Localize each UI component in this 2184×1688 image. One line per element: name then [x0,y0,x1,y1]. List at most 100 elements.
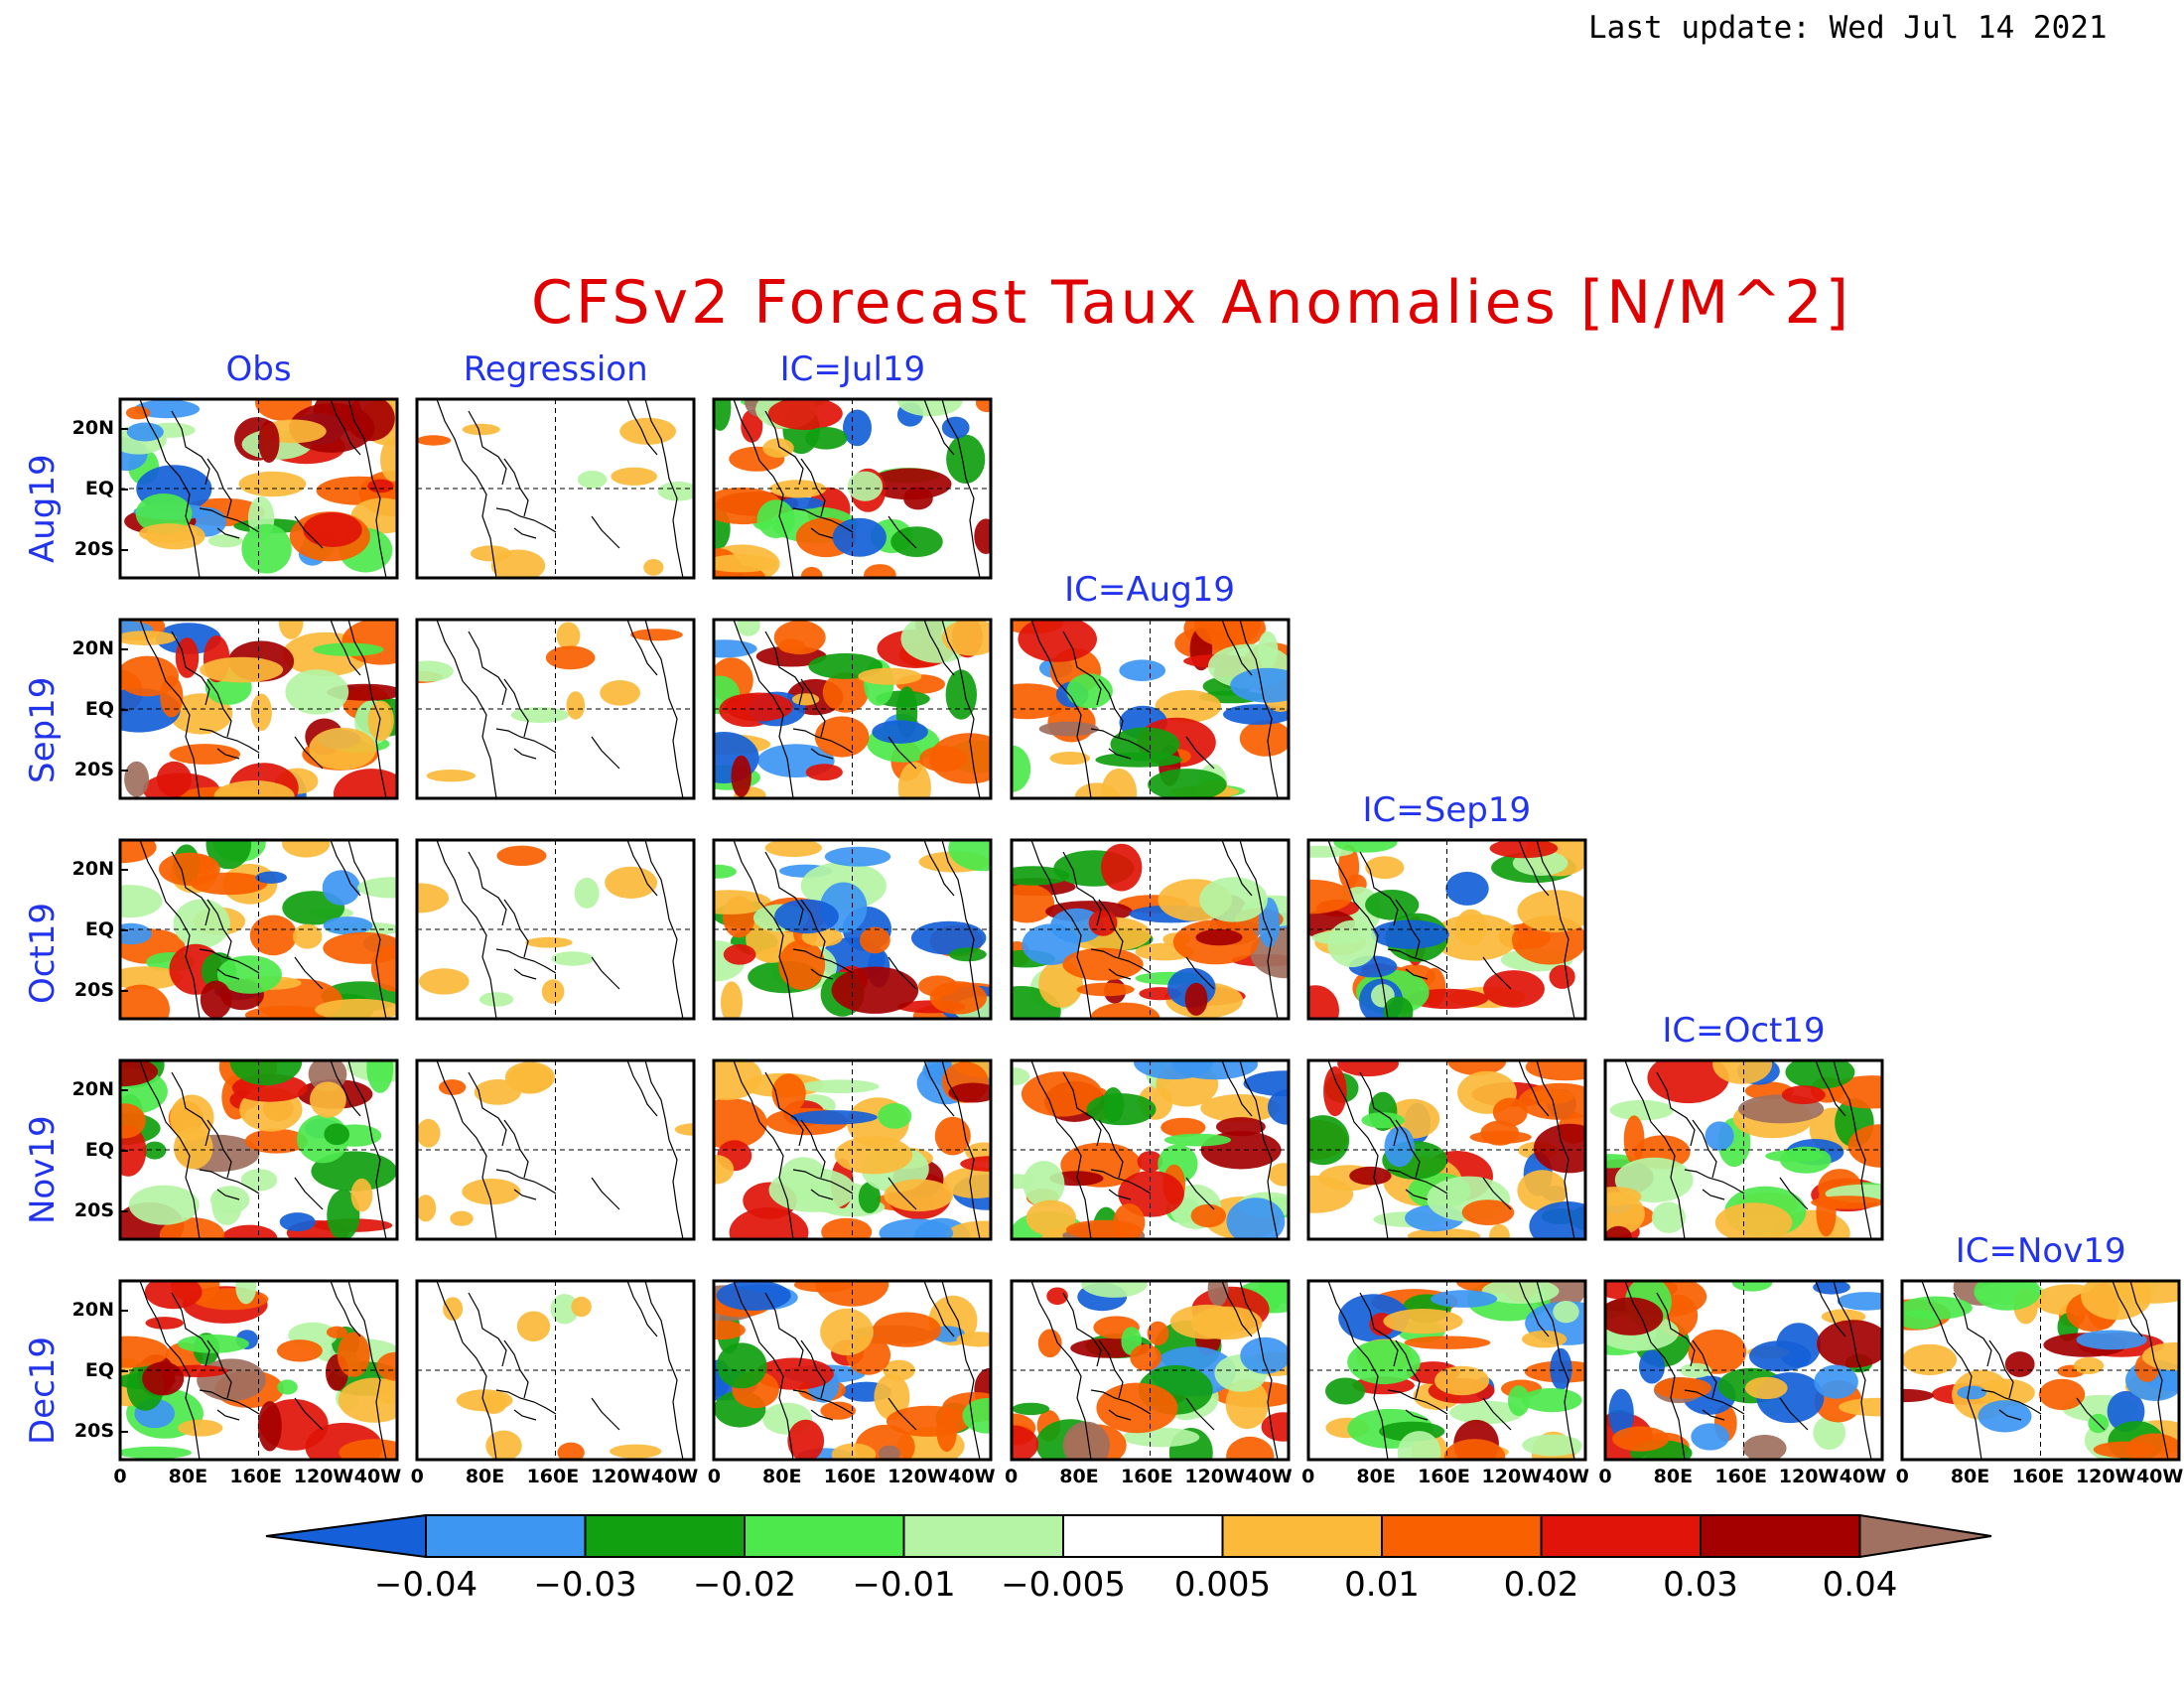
coastline [468,631,507,706]
anomaly-contour [1902,1296,1973,1320]
anomaly-contour [241,523,292,574]
latitude-tick-label: 20N [71,858,114,880]
coastline [1981,1389,2042,1415]
anomaly-contour [426,770,477,782]
longitude-tick-label: 0 [1895,1466,1909,1487]
anomaly-contour [417,1195,437,1222]
anomaly-contour [249,914,297,956]
anomaly-contour [1199,1094,1280,1123]
anomaly-contour [806,764,844,781]
anomaly-contour [762,438,795,458]
panel-frame [712,838,993,1021]
longitude-tick-label: 80E [1356,1466,1396,1487]
anomaly-contour [1062,1421,1110,1460]
anomaly-contour [884,1179,954,1212]
anomaly-contour [935,1116,972,1156]
colorbar-label: −0.03 [533,1565,637,1605]
anomaly-contour [1780,1146,1832,1174]
anomaly-contour [2038,1378,2086,1411]
panel-frame [1900,1279,2181,1462]
coastline [1624,1281,1686,1460]
anomaly-contour [1171,1060,1258,1080]
anomaly-contour [1404,1336,1491,1349]
anomaly-contour [820,1308,875,1355]
anomaly-contour [1011,1067,1029,1086]
coastline [216,527,240,539]
longitude-tick-label: 120W [590,1466,651,1487]
coastline [1359,1071,1399,1147]
anomaly-contour [1190,1203,1226,1228]
anomaly-contour [1902,1388,1935,1403]
anomaly-contour [139,523,198,543]
anomaly-contour [496,845,547,866]
anomaly-contour [1155,690,1221,723]
coastline [1185,956,1215,990]
coastline [1921,1281,1982,1460]
anomaly-contour [135,493,193,534]
coastline [1536,840,1575,1019]
anomaly-contour [292,923,323,949]
map-panel [712,618,993,800]
coastline [941,1281,981,1460]
anomaly-contour [142,1361,185,1396]
anomaly-contour [1654,1377,1712,1399]
anomaly-contour [462,1179,521,1205]
coastline [1359,851,1399,926]
coastline [733,1281,794,1460]
anomaly-contour [278,620,304,639]
anomaly-contour [1817,1320,1882,1368]
longitude-tick-label: 120W [1481,1466,1543,1487]
coastline [1030,1281,1092,1460]
coastline [139,1060,201,1239]
anomaly-contour [1074,782,1119,798]
anomaly-contour [1445,871,1489,906]
coastline [1405,1409,1428,1421]
coastline [1221,1060,1253,1117]
anomaly-contour [764,840,823,858]
anomaly-contour [1448,1400,1524,1425]
coastline [1518,840,1550,897]
anomaly-contour [1533,1123,1585,1174]
anomaly-contour [611,467,658,486]
coastline [199,1389,260,1415]
coastline [496,507,557,533]
coastline [887,736,917,770]
anomaly-contour [1609,1099,1674,1121]
anomaly-contour [1383,1309,1463,1335]
anomaly-contour [1095,1382,1177,1434]
anomaly-contour [277,1379,298,1395]
anomaly-contour [1215,1117,1266,1137]
anomaly-contour [801,566,824,578]
anomaly-contour [1194,928,1243,946]
anomaly-contour [474,1079,522,1105]
coastline [1185,1397,1215,1431]
anomaly-contour [756,499,796,539]
column-header: IC=Oct19 [1662,1011,1826,1051]
anomaly-contour [1011,745,1030,792]
anomaly-contour [717,1342,767,1389]
coastline [513,748,537,760]
coastline [644,840,684,1019]
longitude-tick-label: 40W [1245,1466,1293,1487]
coastline [1387,1169,1448,1195]
coastline [1482,1177,1512,1210]
anomaly-contour [216,955,282,994]
coastline [811,527,834,539]
panel-frame [415,1058,696,1241]
coastline [1030,1060,1092,1239]
anomaly-contour [1813,1416,1845,1450]
anomaly-contour [1094,752,1182,768]
coastline [1327,1060,1389,1239]
coastline [513,1409,537,1421]
longitude-tick-label: 120W [1778,1466,1840,1487]
latitude-tick-label: 20N [71,1299,114,1321]
coastline [216,748,240,760]
anomaly-contour [450,1210,474,1226]
coastline [1779,1177,1809,1210]
anomaly-contour [2081,1281,2152,1321]
anomaly-contour [1080,1281,1148,1298]
anomaly-contour [380,438,397,482]
anomaly-contour [1461,1199,1515,1225]
coastline [1090,948,1151,974]
coastline [644,1281,684,1460]
